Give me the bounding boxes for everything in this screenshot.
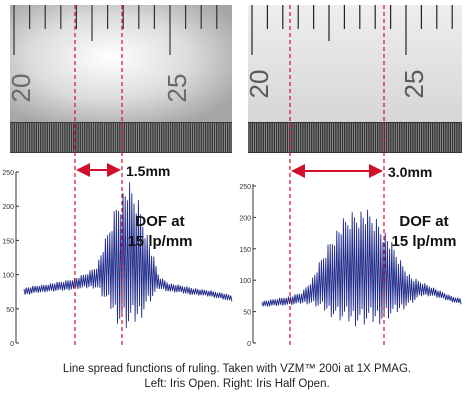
right-chart: 0 50 100 150 200 250 3.0mm DOF at 15 lp/mm [239,5,462,348]
y-tick-label: 150 [239,247,251,254]
y-tick-label: 0 [247,341,251,348]
left-scale-label-20: 20 [6,74,36,103]
left-panel: 20 25 0 50 100 150 200 250 1.5mm DOF at 15 lp… [2,5,233,348]
left-ruler-photo [10,5,232,122]
right-series-line [261,209,462,327]
right-scale-label-25: 25 [399,70,429,99]
left-ruling-lines [10,123,232,152]
left-scale-label-25: 25 [162,74,192,103]
left-series-line [23,182,233,328]
right-panel: 20 25 0 50 100 150 200 250 3.0mm DOF at 15 lp… [239,5,462,348]
y-tick-label: 50 [6,307,14,314]
right-ruler-photo [248,5,462,122]
y-tick-label: 200 [2,204,14,211]
left-dof-label-line1: DOF at [135,213,184,230]
left-chart: 0 50 100 150 200 250 1.5mm DOF at 15 lp/mm [2,5,233,348]
left-width-label: 1.5mm [126,163,170,179]
left-dof-label-line2: 15 lp/mm [127,233,192,250]
caption-line-1: Line spread functions of ruling. Taken w… [62,363,412,375]
y-tick-label: 100 [2,273,14,280]
right-y-ticks: 0 50 100 150 200 250 [239,184,256,348]
right-scale-label-20: 20 [244,70,274,99]
caption-line-2: Left: Iris Open. Right: Iris Half Open. [144,378,330,390]
left-ruler-image: 20 25 [6,5,232,153]
right-ruling-lines [248,123,461,152]
y-tick-label: 250 [2,170,14,177]
right-dof-label-line1: DOF at [399,213,448,230]
left-y-ticks: 0 50 100 150 200 250 [2,170,19,348]
right-ruler-image: 20 25 [244,5,462,153]
y-tick-label: 0 [10,341,14,348]
y-tick-label: 200 [239,215,251,222]
left-ruler-ticks [13,5,218,55]
y-tick-label: 150 [2,238,14,245]
y-tick-label: 50 [243,310,251,317]
y-tick-label: 100 [239,278,251,285]
right-width-label: 3.0mm [388,164,432,180]
right-ruler-ticks [251,5,453,55]
y-tick-label: 250 [239,184,251,191]
right-dof-label-line2: 15 lp/mm [391,233,456,250]
